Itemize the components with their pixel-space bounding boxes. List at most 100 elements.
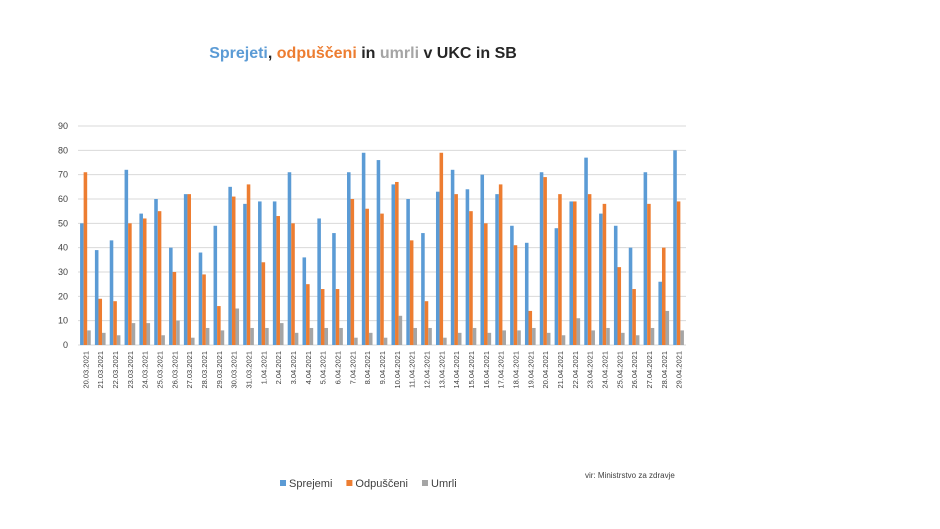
bar — [450, 169, 455, 345]
bar — [587, 194, 592, 345]
y-tick-label: 40 — [58, 243, 68, 253]
bar — [606, 327, 610, 345]
bar — [339, 327, 343, 345]
bar — [83, 172, 88, 345]
bar — [661, 247, 666, 345]
bar — [235, 308, 240, 345]
x-tick-label: 11.04.2021 — [408, 351, 417, 388]
bar — [680, 330, 684, 345]
bar — [376, 160, 381, 345]
bar — [635, 335, 640, 345]
bar — [524, 242, 529, 345]
bar — [102, 332, 106, 345]
title-part: Sprejeti — [209, 45, 268, 62]
bar — [243, 203, 247, 345]
bar — [113, 301, 117, 345]
bar — [428, 327, 432, 345]
x-tick-label: 26.03.2021 — [170, 351, 179, 389]
y-tick-label: 0 — [63, 340, 68, 350]
x-tick-label: 26.04.2021 — [630, 351, 639, 389]
bar — [368, 332, 373, 345]
bar — [246, 184, 251, 345]
bar — [406, 199, 410, 345]
bar — [413, 327, 417, 345]
x-tick-label: 3.04.2021 — [289, 351, 298, 384]
bar — [324, 327, 329, 345]
x-tick-label: 24.04.2021 — [600, 351, 609, 389]
bar — [202, 274, 206, 345]
bar — [291, 223, 295, 345]
bar — [424, 301, 429, 345]
bar — [365, 208, 369, 345]
x-tick-label: 8.04.2021 — [363, 351, 372, 384]
bar — [591, 330, 595, 345]
bar — [558, 194, 562, 345]
y-tick-label: 30 — [58, 267, 68, 277]
bar — [205, 327, 210, 345]
x-tick-label: 13.04.2021 — [437, 351, 446, 389]
bar — [576, 318, 581, 345]
bar — [554, 228, 559, 345]
y-tick-label: 60 — [58, 194, 68, 204]
bar — [154, 199, 158, 345]
bar — [517, 330, 521, 345]
bar — [457, 332, 462, 345]
bar — [172, 272, 177, 345]
x-tick-label: 30.03.2021 — [230, 351, 239, 389]
bar — [543, 177, 547, 345]
bar — [213, 225, 218, 345]
bar — [573, 201, 577, 345]
bar — [306, 284, 310, 345]
legend-swatch — [346, 480, 353, 486]
bar — [513, 245, 518, 345]
bar — [439, 152, 444, 345]
bar — [94, 250, 99, 345]
bar — [643, 172, 648, 345]
title-part: v UKC in SB — [419, 45, 517, 62]
y-tick-label: 70 — [58, 170, 68, 180]
bar — [146, 323, 151, 345]
title-part: umrli — [380, 45, 419, 62]
x-tick-label: 20.03.2021 — [81, 351, 90, 389]
bar — [176, 320, 180, 345]
bar — [169, 247, 173, 345]
bar — [617, 267, 622, 345]
bar — [98, 298, 103, 345]
bar — [650, 327, 655, 345]
y-tick-label: 90 — [58, 121, 68, 131]
x-tick-label: 10.04.2021 — [393, 351, 402, 389]
x-tick-label: 29.03.2021 — [215, 351, 224, 389]
bar — [484, 223, 488, 345]
bar — [395, 181, 399, 345]
bar — [383, 337, 388, 345]
x-tick-label: 23.04.2021 — [586, 351, 595, 389]
bar — [309, 327, 314, 345]
x-tick-label: 16.04.2021 — [482, 351, 491, 389]
bar — [673, 150, 677, 345]
x-tick-label: 5.04.2021 — [319, 351, 328, 384]
y-tick-label: 10 — [58, 316, 68, 326]
bar — [658, 281, 662, 345]
bar — [131, 323, 136, 345]
bar — [116, 335, 121, 345]
x-tick-label: 21.03.2021 — [96, 351, 105, 389]
bar — [258, 201, 262, 345]
bar — [354, 337, 358, 345]
bar — [347, 172, 351, 345]
legend-label: Umrli — [431, 478, 457, 490]
bar — [435, 191, 440, 345]
bar — [628, 247, 633, 345]
bar — [532, 327, 536, 345]
bar — [261, 262, 266, 345]
bar — [279, 323, 284, 345]
x-tick-label: 28.03.2021 — [200, 351, 209, 389]
bar — [498, 184, 503, 345]
bar — [613, 225, 618, 345]
bar — [361, 152, 366, 345]
bar — [320, 289, 325, 345]
bar — [198, 252, 203, 345]
x-tick-label: 1.04.2021 — [259, 351, 268, 384]
bar — [472, 327, 477, 345]
bar — [676, 201, 681, 345]
bar — [350, 199, 355, 345]
